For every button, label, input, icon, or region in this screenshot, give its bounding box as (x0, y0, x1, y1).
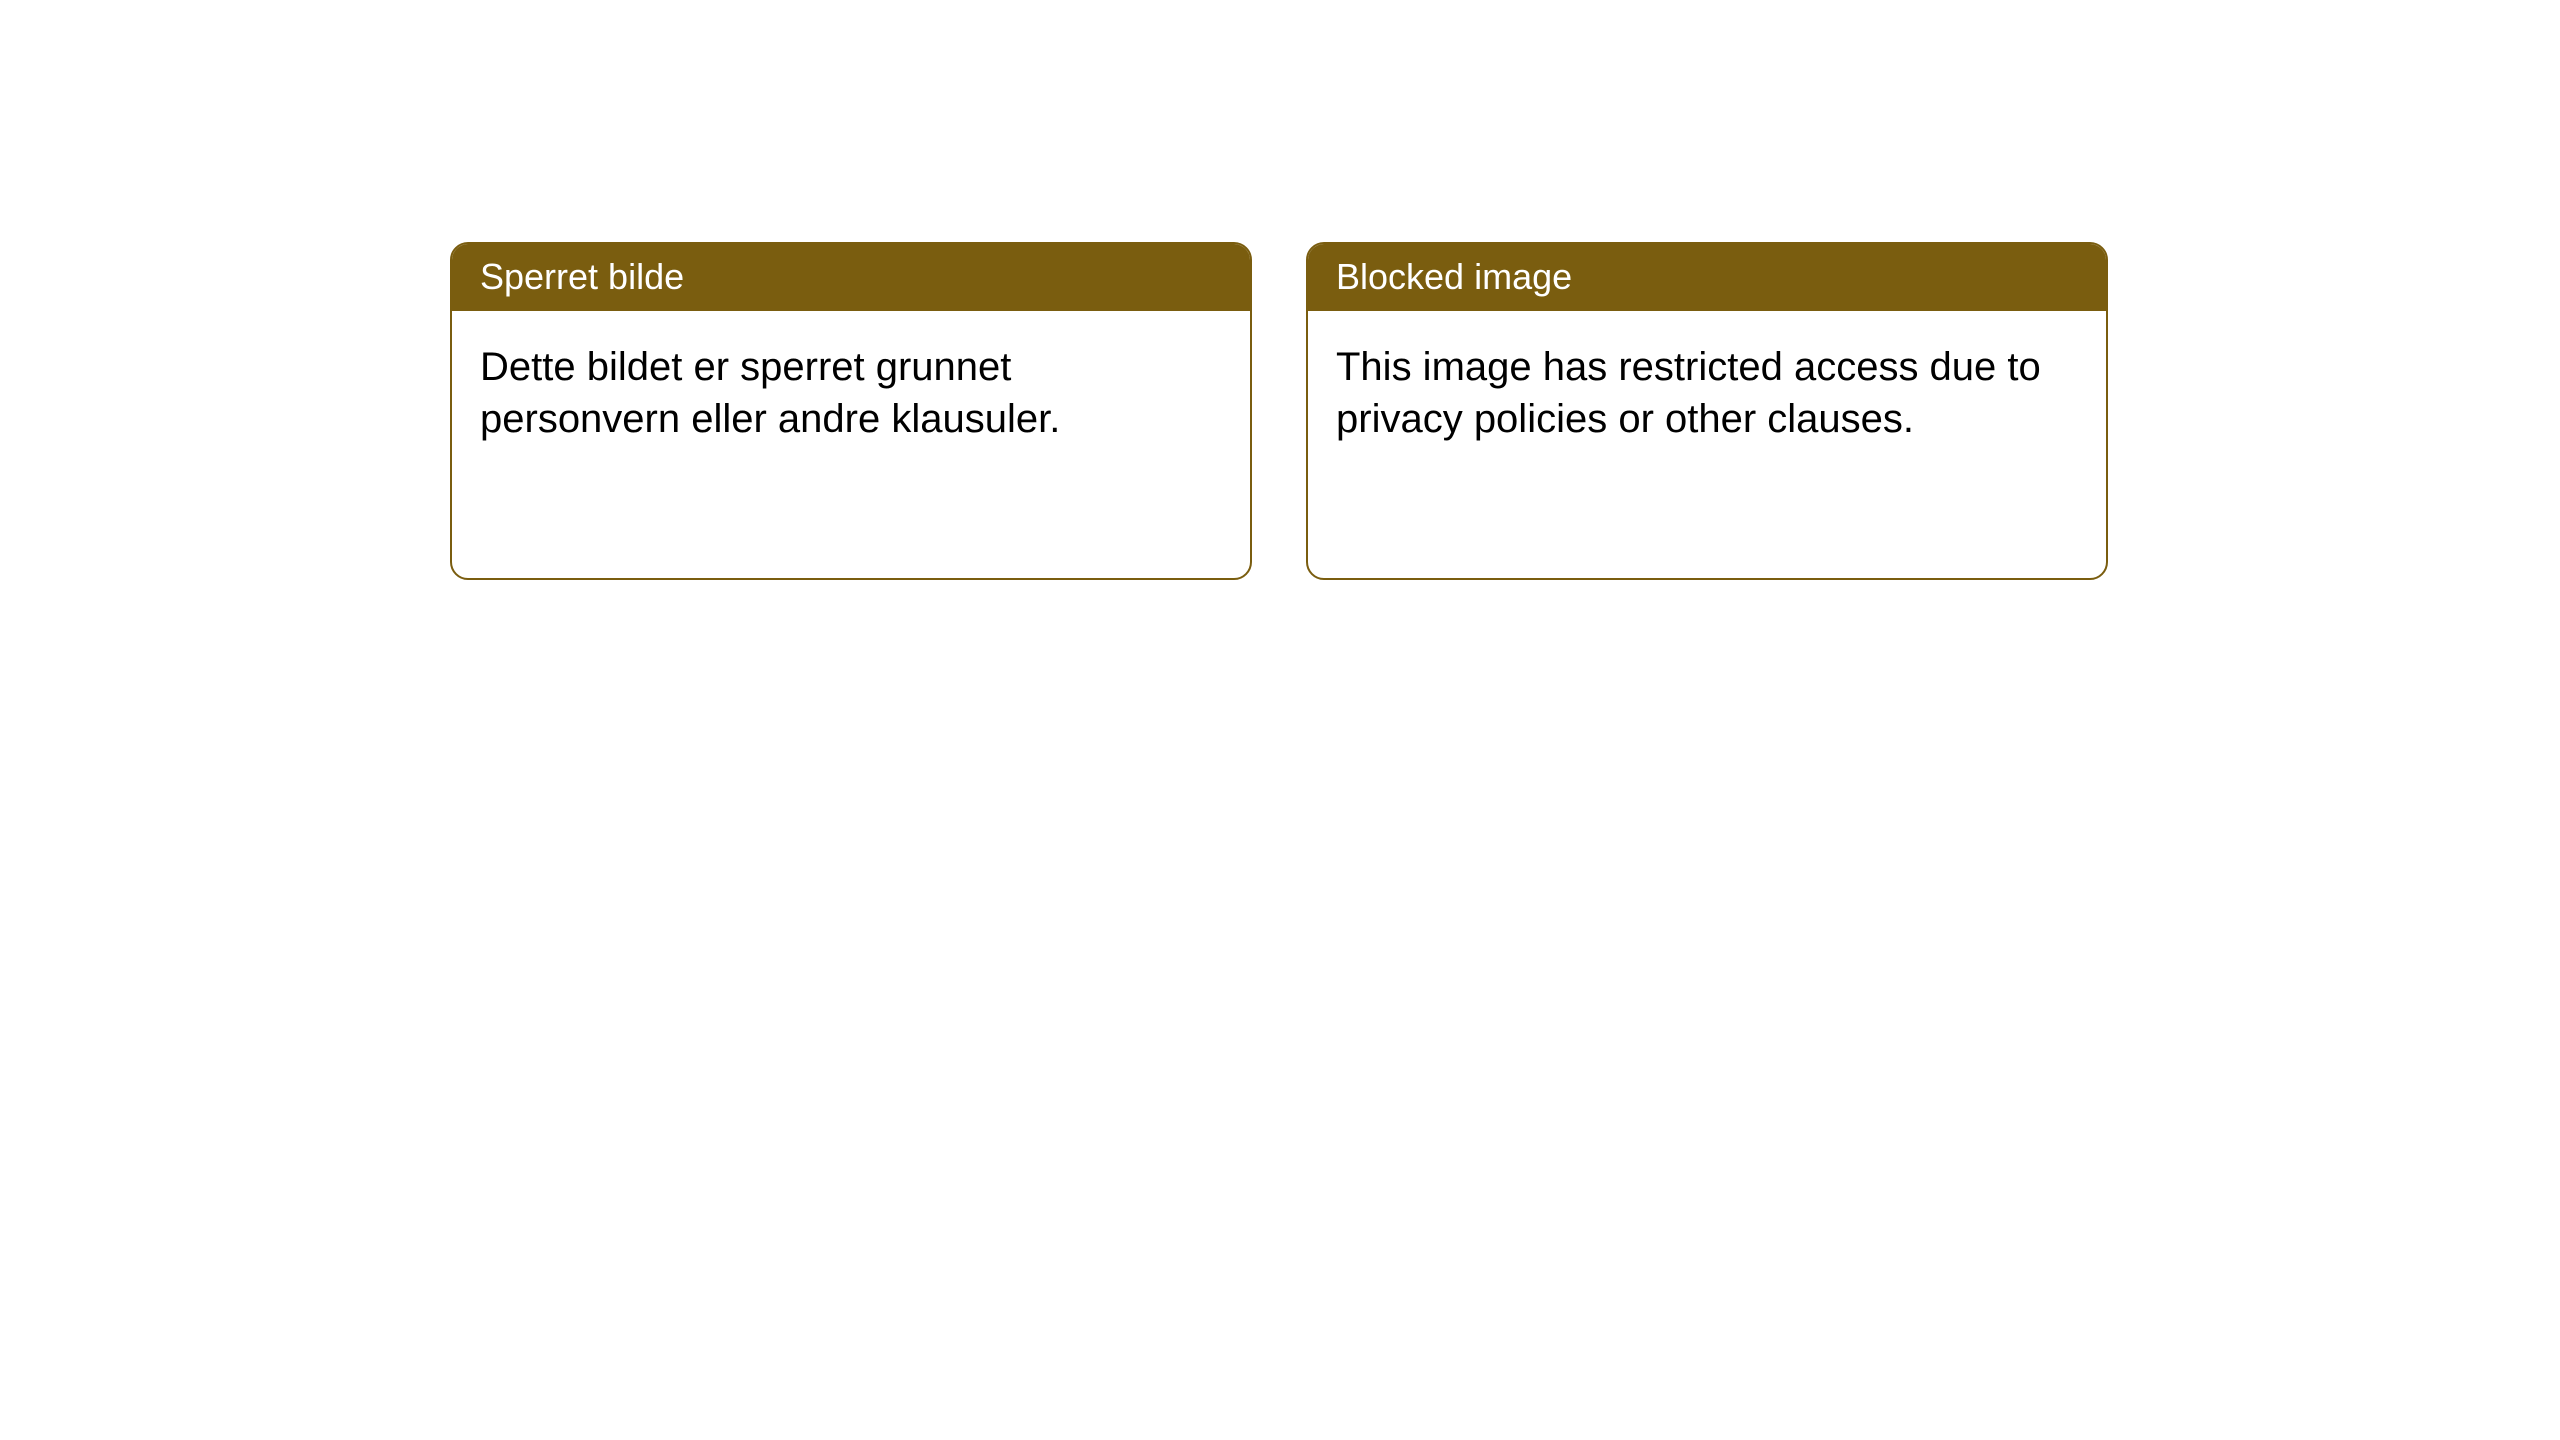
notice-card-english: Blocked image This image has restricted … (1306, 242, 2108, 580)
card-title-english: Blocked image (1308, 244, 2106, 311)
card-body-norwegian: Dette bildet er sperret grunnet personve… (452, 311, 1250, 475)
notice-card-norwegian: Sperret bilde Dette bildet er sperret gr… (450, 242, 1252, 580)
notice-cards-container: Sperret bilde Dette bildet er sperret gr… (450, 242, 2108, 580)
card-title-norwegian: Sperret bilde (452, 244, 1250, 311)
card-body-english: This image has restricted access due to … (1308, 311, 2106, 475)
